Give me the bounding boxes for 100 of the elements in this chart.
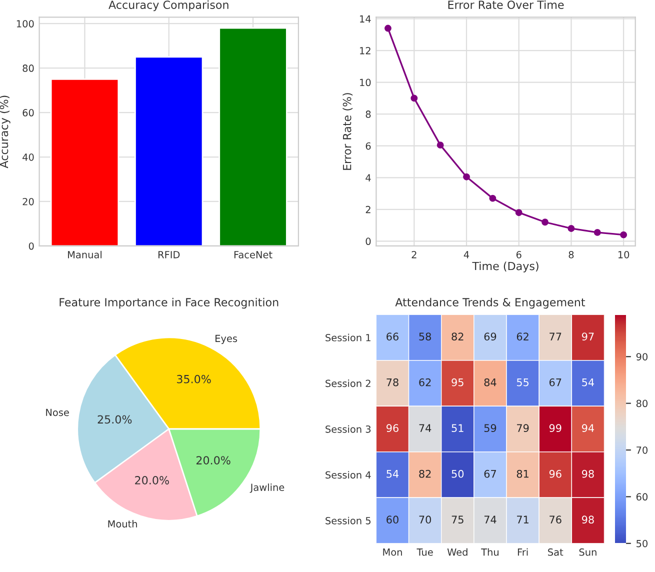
data-label: 71: [517, 516, 528, 524]
x-tick-label: Thu: [481, 548, 498, 556]
chart-title: Feature Importance in Face Recognition: [60, 298, 278, 309]
x-tick-label: FaceNet: [234, 251, 272, 258]
data-label: 78: [386, 378, 398, 386]
data-label: 70: [419, 516, 431, 524]
bar: [50, 78, 120, 246]
data-label: 54: [582, 378, 594, 386]
data-label: 67: [484, 470, 496, 478]
slice-label: Eyes: [216, 334, 238, 344]
point: [489, 194, 496, 202]
y-tick-label: 4: [366, 174, 371, 182]
data-label: 62: [419, 378, 431, 386]
y-tick-label: 6: [366, 142, 371, 150]
data-label: 54: [386, 470, 399, 478]
x-tick-label: Sun: [579, 548, 596, 556]
data-label: 84: [484, 378, 496, 386]
x-axis-title: Time (Days): [472, 262, 538, 272]
x-tick-label: RFID: [158, 251, 180, 258]
data-label: 20.0%: [196, 456, 230, 464]
color-bar-label: 60: [636, 493, 648, 501]
y-tick-label: 14: [360, 15, 371, 22]
point: [410, 94, 418, 102]
data-label: 69: [484, 332, 496, 340]
y-tick-label: 2: [366, 206, 370, 214]
y-tick-label: Session 2: [326, 380, 370, 388]
y-tick-label: 100: [16, 20, 34, 28]
data-label: 94: [582, 424, 594, 432]
color-bar-label: 50: [636, 540, 648, 548]
x-tick-label: Fri: [518, 548, 528, 556]
slice-label: Jawline: [250, 483, 284, 493]
data-label: 67: [549, 378, 562, 386]
data-label: 74: [419, 424, 432, 432]
data-label: 75: [452, 516, 464, 524]
chart-title: Attendance Trends & Engagement: [395, 298, 586, 309]
data-label: 51: [452, 424, 464, 432]
data-label: 77: [550, 332, 562, 340]
y-tick-label: 10: [360, 78, 371, 86]
data-label: 82: [419, 470, 431, 478]
point: [515, 209, 522, 216]
data-label: 98: [582, 516, 594, 524]
y-tick-label: Session 4: [326, 471, 371, 479]
point: [463, 173, 470, 180]
data-label: 76: [550, 516, 562, 524]
y-axis-title: Error Rate (%): [342, 93, 353, 170]
color-bar-label: 70: [636, 446, 648, 454]
x-tick-label: 6: [516, 250, 522, 258]
y-tick-label: 12: [360, 47, 370, 54]
y-tick-label: 80: [22, 64, 34, 72]
data-label: 74: [484, 516, 496, 524]
data-label: 58: [419, 332, 431, 340]
chart-title: Error Rate Over Time: [448, 0, 564, 9]
point: [620, 231, 628, 238]
chart-title: Accuracy Comparison: [108, 0, 228, 12]
data-label: 20.0%: [135, 476, 169, 484]
point: [384, 24, 392, 32]
color-bar-label: 90: [636, 353, 648, 360]
data-label: 60: [386, 516, 398, 524]
x-tick-label: Wed: [447, 548, 468, 556]
data-label: 96: [386, 424, 398, 432]
x-tick-label: Tue: [416, 548, 433, 556]
data-label: 97: [582, 332, 594, 340]
y-tick-label: 0: [366, 238, 371, 246]
y-tick-label: 0: [28, 242, 34, 250]
x-tick-label: 10: [618, 250, 630, 258]
y-tick-label: 60: [22, 109, 34, 116]
data-label: 66: [386, 332, 398, 340]
x-tick-label: 8: [568, 250, 574, 258]
x-tick-label: Manual: [68, 250, 102, 258]
y-tick-label: 40: [22, 153, 34, 161]
x-tick-label: Sat: [548, 548, 564, 556]
y-tick-label: 8: [366, 110, 371, 118]
data-label: 95: [452, 378, 464, 386]
y-tick-label: 20: [22, 198, 34, 206]
point: [594, 228, 601, 236]
slice-label: Nose: [46, 408, 69, 416]
y-tick-label: Session 5: [326, 516, 370, 524]
y-axis-title: Accuracy (%): [0, 96, 10, 168]
bar: [134, 56, 204, 246]
data-label: 59: [484, 424, 496, 432]
bar: [218, 27, 288, 246]
data-label: 62: [516, 332, 528, 340]
point: [436, 142, 444, 149]
data-label: 55: [516, 378, 529, 386]
point: [542, 218, 549, 226]
data-label: 98: [582, 470, 594, 478]
point: [568, 225, 575, 232]
data-label: 82: [452, 332, 464, 340]
data-label: 25.0%: [98, 415, 132, 424]
data-label: 35.0%: [177, 374, 211, 384]
color-bar-label: 80: [636, 400, 648, 408]
data-label: 96: [549, 470, 562, 478]
data-label: 79: [517, 424, 529, 432]
y-tick-label: Session 1: [326, 334, 370, 342]
x-tick-label: 2: [412, 250, 416, 258]
x-tick-label: Mon: [383, 548, 402, 556]
data-label: 81: [516, 470, 528, 478]
slice-label: Mouth: [108, 520, 137, 528]
x-tick-label: 4: [464, 251, 470, 258]
y-tick-label: Session 3: [326, 425, 371, 433]
